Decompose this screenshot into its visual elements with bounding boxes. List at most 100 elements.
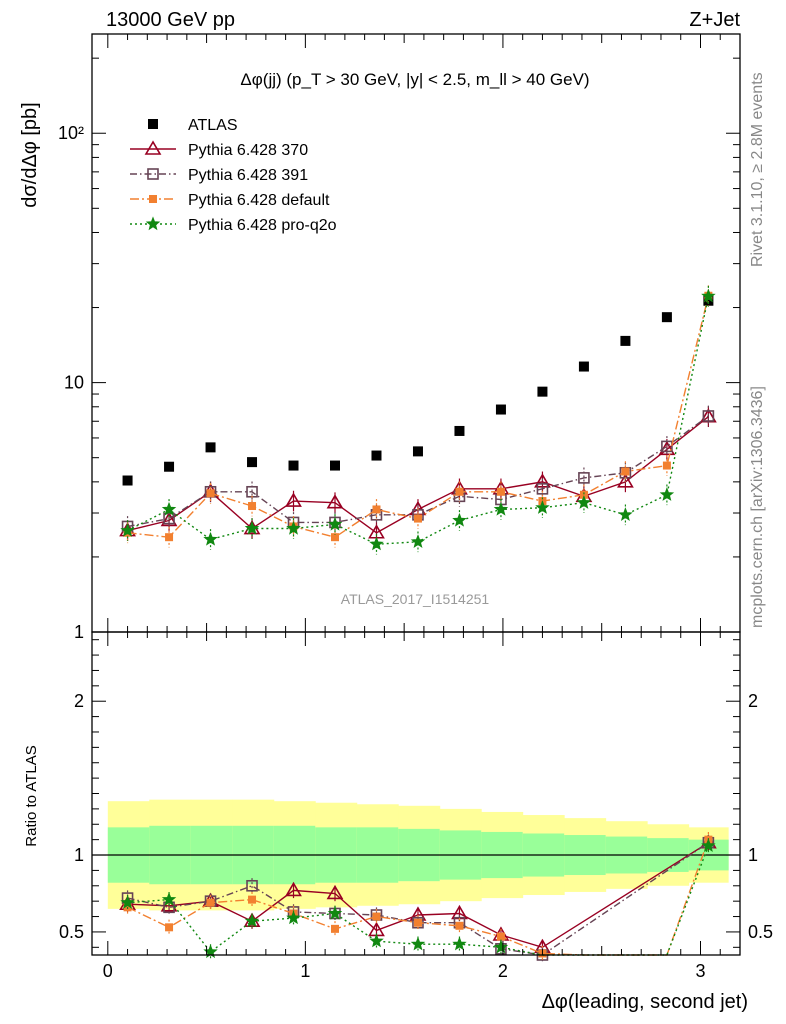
ratio-ylabel: Ratio to ATLAS: [23, 745, 40, 846]
y-tick-label-right: 0.5: [748, 922, 773, 942]
legend-entry-p370: Pythia 6.428 370: [130, 140, 308, 159]
analysis-label: ATLAS_2017_I1514251: [341, 591, 490, 607]
data-point-atlas: [661, 312, 672, 323]
data-point-pdefault: [496, 932, 505, 941]
data-point-pq2o: [120, 522, 135, 537]
data-point-p370: [326, 494, 344, 509]
data-point-atlas: [412, 446, 423, 457]
legend-marker: [149, 195, 157, 203]
main-ylabel: dσ/dΔφ [pb]: [19, 102, 41, 207]
x-tick-label: 1: [300, 961, 310, 981]
data-point-p391: [536, 483, 549, 495]
data-point-atlas: [454, 425, 465, 436]
legend-marker: [144, 140, 162, 155]
y-tick-label: 10²: [58, 123, 84, 143]
data-point-pq2o: [369, 933, 384, 948]
data-point-pq2o: [161, 501, 177, 516]
data-point-pq2o: [244, 913, 260, 928]
data-point-atlas: [247, 457, 258, 468]
data-point-atlas: [620, 335, 631, 346]
data-point-pdefault: [413, 514, 422, 523]
series-line-pq2o: [127, 845, 710, 956]
data-point-pq2o: [410, 936, 426, 951]
data-point-p391: [702, 410, 715, 422]
x-axis-label: Δφ(leading, second jet): [542, 991, 748, 1013]
ratio-plot: 0.5 0.5 1 1 2 2 0 1 2 3: [59, 34, 773, 981]
data-point-pdefault: [455, 921, 464, 930]
energy-label: 13000 GeV pp: [106, 9, 235, 31]
data-point-pq2o: [369, 536, 384, 551]
data-point-pq2o: [493, 939, 509, 954]
y-tick-label: 1: [74, 845, 84, 865]
data-point-pq2o: [410, 534, 426, 549]
data-point-pq2o: [659, 487, 675, 501]
y-tick-label-right: 2: [748, 691, 758, 711]
x-ticks: 0 1 2 3: [103, 34, 721, 981]
y-tick-label: 2: [74, 691, 84, 711]
data-point-pq2o: [452, 512, 467, 527]
data-point-p370: [285, 881, 302, 897]
data-point-pdefault: [331, 533, 339, 542]
data-point-pdefault: [621, 467, 630, 476]
data-point-pq2o: [493, 501, 509, 516]
main-plot: 1 10 10²: [58, 33, 741, 642]
y-tick-label: 1: [74, 622, 84, 642]
data-point-pdefault: [662, 461, 671, 470]
legend-entry-p391: Pythia 6.428 391: [130, 167, 308, 184]
data-point-pdefault: [248, 895, 257, 904]
data-point-p370: [285, 492, 302, 507]
data-point-pdefault: [413, 918, 422, 927]
process-label: Z+Jet: [689, 9, 740, 31]
data-point-atlas: [495, 404, 506, 415]
data-point-pq2o: [618, 507, 633, 522]
legend-label: Pythia 6.428 pro-q2o: [188, 217, 337, 234]
data-point-pq2o: [452, 936, 467, 951]
series-line-p391: [127, 842, 709, 956]
legend-label: Pythia 6.428 391: [188, 167, 308, 184]
data-point-atlas: [288, 460, 299, 471]
ratio-y-ticks: 0.5 0.5 1 1 2 2: [59, 639, 773, 948]
x-tick-label: 2: [498, 961, 508, 981]
data-point-pq2o: [203, 531, 218, 546]
data-point-p391: [163, 512, 175, 525]
legend-label: ATLAS: [188, 117, 238, 134]
data-point-pq2o: [286, 520, 301, 535]
data-point-pq2o: [535, 500, 550, 514]
data-point-atlas: [164, 461, 175, 472]
data-point-pq2o: [286, 910, 301, 925]
y-tick-label: 0.5: [59, 922, 84, 942]
data-point-pq2o: [161, 891, 177, 906]
data-point-atlas: [371, 450, 382, 461]
legend-label: Pythia 6.428 370: [188, 142, 308, 159]
legend-entry-atlas: ATLAS: [148, 117, 238, 134]
legend-marker: [145, 216, 161, 231]
data-point-pdefault: [496, 487, 505, 496]
y-tick-label-right: 1: [748, 845, 758, 865]
data-point-p391: [661, 440, 673, 453]
data-point-pq2o: [327, 516, 343, 531]
data-point-atlas: [330, 460, 340, 471]
data-point-pdefault: [165, 923, 174, 932]
main-title: Δφ(jj) (p_T > 30 GeV, |y| < 2.5, m_ll > …: [240, 70, 589, 89]
rivet-label: Rivet 3.1.10, ≥ 2.8M events: [749, 72, 766, 267]
data-point-atlas: [122, 475, 133, 486]
data-point-p391: [578, 472, 590, 484]
data-point-pdefault: [165, 533, 174, 542]
data-point-pdefault: [248, 502, 257, 511]
x-tick-label: 0: [103, 961, 113, 981]
legend-entry-pdefault: Pythia 6.428 default: [130, 192, 330, 209]
data-point-atlas: [537, 386, 548, 397]
series-pq2o-main: [120, 285, 716, 555]
mcplots-label: mcplots.cern.ch [arXiv:1306.3436]: [749, 386, 766, 628]
data-point-p370: [617, 473, 634, 488]
data-point-pq2o: [576, 495, 592, 509]
data-point-pq2o: [327, 905, 343, 920]
y-tick-label: 10: [64, 373, 84, 393]
data-point-pq2o: [701, 288, 716, 303]
data-point-pdefault: [331, 924, 339, 933]
legend-label: Pythia 6.428 default: [188, 192, 330, 209]
data-point-atlas: [578, 361, 589, 372]
data-point-atlas: [205, 442, 216, 453]
data-point-p391: [246, 879, 258, 892]
